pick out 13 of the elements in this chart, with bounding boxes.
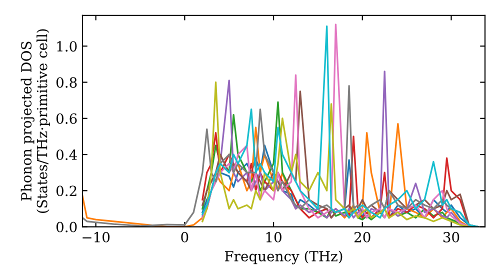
x-tick-label: 30 [443,232,460,242]
x-tick-label: 0 [181,232,188,242]
y-tick-label: 0.8 [56,77,77,88]
x-tick-label: 10 [266,232,282,242]
y-tick-label: 1.0 [57,41,77,52]
x-tick-label: 20 [354,232,370,242]
y-tick-label: 0.2 [56,186,76,196]
x-axis-title: Frequency (THz) [224,250,342,264]
y-tick-label: 0.4 [56,149,77,160]
x-tick-label: −10 [82,232,110,242]
y-axis-title: Phonon projected DOS (States/THz·primitive cell) [20,29,50,213]
y-tick-label: 0.6 [56,113,77,124]
y-tick-label: 0.0 [56,222,77,232]
